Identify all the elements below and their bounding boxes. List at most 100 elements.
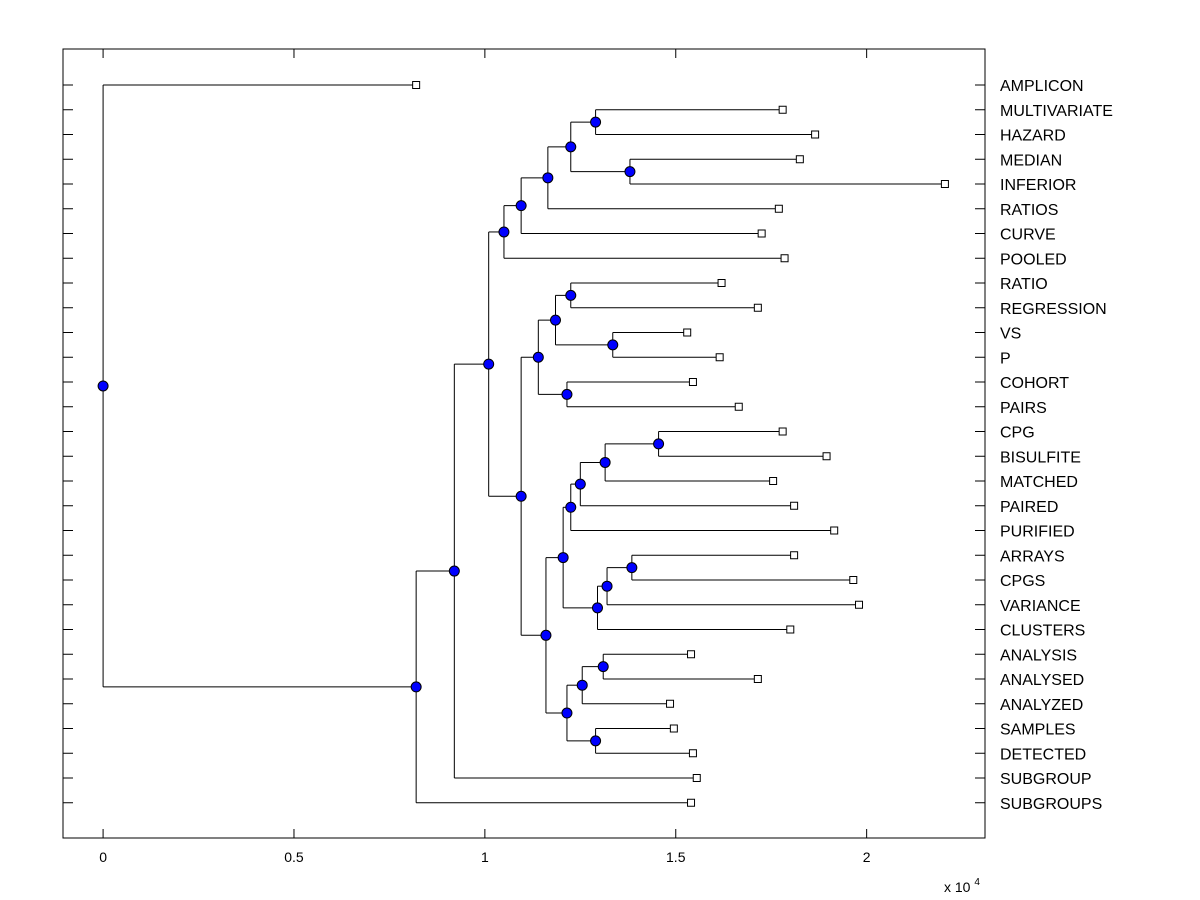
leaf-marker-subgroup [692, 774, 701, 782]
merge-node-n8 [607, 339, 619, 351]
leaf-label-hazard: HAZARD [1000, 128, 1066, 145]
leaf-marker-subgroups [687, 798, 696, 807]
merge-node-n29 [97, 380, 109, 392]
leaf-marker-arrays [790, 551, 799, 560]
leaf-marker-cpgs [849, 576, 858, 584]
leaf-label-subgroup: SUBGROUP [1000, 771, 1092, 788]
leaf-label-paired: PAIRED [1000, 499, 1058, 516]
leaf-marker-cpg [778, 427, 787, 436]
leaf-marker-analyzed [666, 699, 675, 708]
leaf-marker-bisulfite [822, 452, 831, 461]
leaf-label-matched: MATCHED [1000, 474, 1078, 491]
leaf-label-p: P [1000, 350, 1011, 367]
leaf-label-curve: CURVE [1000, 227, 1056, 244]
merge-node-n16 [626, 562, 638, 574]
leaf-marker-paired [790, 501, 799, 510]
leaf-marker-cohort [688, 378, 697, 386]
leaf-markers [412, 81, 949, 807]
merge-node-n14 [574, 478, 586, 490]
leaf-label-purified: PURIFIED [1000, 524, 1075, 541]
merge-node-n27 [448, 565, 460, 577]
leaf-labels: AMPLICON MULTIVARIATE HAZARD MEDIAN INFERIOR… [1000, 78, 1113, 813]
x-tick-label: 1.5 [666, 849, 686, 865]
y-axis-ticks [63, 84, 985, 804]
merge-node-n19 [557, 552, 569, 564]
leaf-marker-median [795, 155, 804, 164]
merge-node-n12 [653, 438, 665, 450]
leaf-label-ratios: RATIOS [1000, 202, 1058, 219]
leaf-marker-vs [683, 328, 692, 337]
merge-node-n6 [498, 226, 510, 238]
merge-node-n1 [590, 116, 602, 128]
merge-node-n4 [542, 172, 554, 184]
leaf-marker-curve [757, 229, 766, 238]
merge-node-n28 [410, 681, 422, 693]
x-axis-ticks: 0 0.5 1 1.5 2 [99, 49, 871, 865]
x-tick-label: 2 [863, 849, 871, 865]
leaf-marker-pooled [780, 254, 789, 263]
merge-node-n17 [601, 580, 613, 592]
merge-node-n10 [561, 388, 573, 400]
leaf-marker-ratios [774, 204, 783, 213]
leaf-marker-detected [688, 749, 697, 758]
merge-node-n20 [597, 661, 609, 673]
leaf-label-detected: DETECTED [1000, 746, 1086, 763]
leaf-label-analyzed: ANALYZED [1000, 697, 1083, 714]
leaf-label-pairs: PAIRS [1000, 400, 1047, 417]
merge-node-n23 [561, 707, 573, 719]
leaf-label-bisulfite: BISULFITE [1000, 449, 1081, 466]
leaf-marker-clusters [786, 625, 795, 634]
merge-node-n26 [483, 358, 495, 370]
leaf-marker-p [715, 353, 724, 362]
leaf-marker-multivariate [778, 105, 787, 114]
plot-area [62, 48, 986, 839]
leaf-label-pooled: POOLED [1000, 251, 1067, 268]
leaf-marker-regression [753, 303, 762, 312]
leaf-marker-amplicon [412, 81, 421, 89]
merge-node-n2 [624, 166, 636, 178]
leaf-label-amplicon: AMPLICON [1000, 78, 1084, 95]
merge-node-n5 [515, 200, 527, 212]
leaf-marker-matched [769, 477, 778, 485]
leaf-marker-variance [855, 600, 864, 609]
leaf-label-cpgs: CPGS [1000, 573, 1045, 590]
leaf-marker-analysed [753, 675, 762, 683]
merge-node-n18 [591, 602, 603, 614]
leaf-label-ratio: RATIO [1000, 276, 1048, 293]
merge-node-markers [97, 116, 665, 747]
merge-node-n21 [576, 679, 588, 691]
leaf-label-multivariate: MULTIVARIATE [1000, 103, 1113, 120]
leaf-label-analysis: ANALYSIS [1000, 647, 1077, 664]
x-scale-note: x 10 4 [944, 877, 980, 895]
leaf-marker-hazard [811, 130, 820, 139]
leaf-label-subgroups: SUBGROUPS [1000, 796, 1102, 813]
merge-node-n7 [565, 289, 577, 301]
x-scale-exponent: 4 [974, 877, 980, 888]
merge-node-n13 [599, 456, 611, 468]
leaf-marker-purified [830, 526, 839, 535]
leaf-label-regression: REGRESSION [1000, 301, 1107, 318]
merge-node-n22 [590, 735, 602, 747]
leaf-label-vs: VS [1000, 326, 1021, 343]
merge-node-n9 [549, 314, 561, 326]
leaf-marker-ratio [717, 279, 726, 287]
leaf-label-variance: VARIANCE [1000, 598, 1081, 615]
x-tick-label: 1 [481, 849, 489, 865]
x-tick-label: 0 [99, 849, 107, 865]
leaf-label-clusters: CLUSTERS [1000, 623, 1085, 640]
leaf-label-median: MEDIAN [1000, 152, 1062, 169]
leaf-label-inferior: INFERIOR [1000, 177, 1076, 194]
merge-node-n15 [565, 501, 577, 513]
leaf-marker-pairs [734, 402, 743, 411]
x-tick-label: 0.5 [284, 849, 304, 865]
leaf-label-samples: SAMPLES [1000, 722, 1076, 739]
x-scale-base: x 10 [944, 879, 971, 895]
merge-node-n11 [532, 351, 544, 363]
leaf-label-cohort: COHORT [1000, 375, 1069, 392]
leaf-label-analysed: ANALYSED [1000, 672, 1084, 689]
leaf-label-cpg: CPG [1000, 425, 1035, 442]
leaf-label-arrays: ARRAYS [1000, 548, 1065, 565]
leaf-marker-samples [669, 724, 678, 733]
leaf-marker-analysis [687, 650, 696, 659]
merge-node-n25 [515, 490, 527, 502]
